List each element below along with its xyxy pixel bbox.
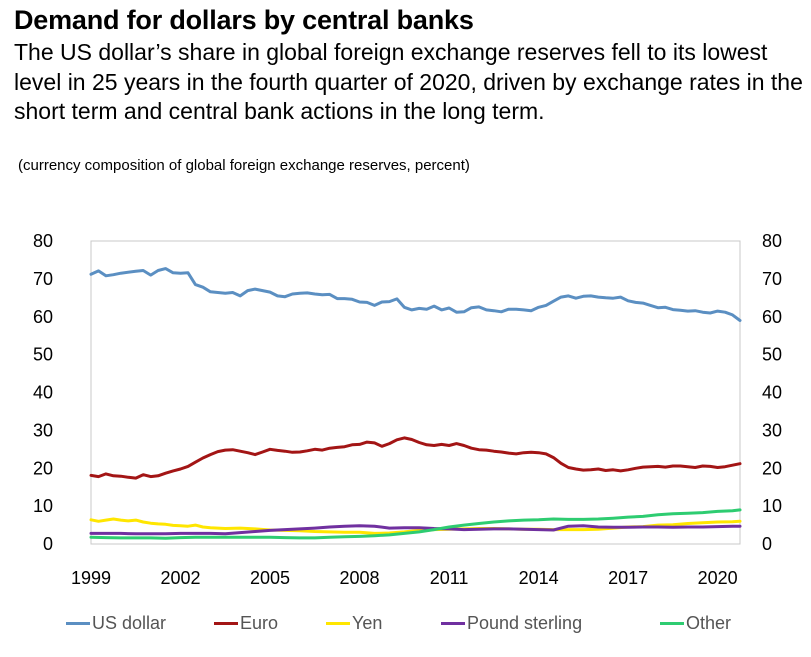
y-tick-left-0: 0	[43, 534, 53, 554]
legend-swatch-us-dollar	[66, 621, 90, 625]
y-tick-left-30: 30	[33, 420, 53, 440]
x-tick-2014: 2014	[519, 568, 559, 588]
y-tick-right-0: 0	[762, 534, 772, 554]
x-tick-1999: 1999	[71, 568, 111, 588]
legend-swatch-yen	[326, 621, 350, 625]
y-tick-left-50: 50	[33, 345, 53, 365]
legend: US dollar Euro Yen Pound sterling Other	[0, 608, 811, 638]
legend-label-euro: Euro	[240, 612, 279, 633]
y-tick-right-10: 10	[762, 496, 782, 516]
y-tick-left-70: 70	[33, 269, 53, 289]
y-tick-right-40: 40	[762, 383, 782, 403]
legend-swatch-euro	[214, 621, 238, 625]
legend-item-euro: Euro	[214, 608, 278, 638]
legend-label-pound-sterling: Pound sterling	[467, 612, 583, 633]
x-tick-2005: 2005	[250, 568, 290, 588]
y-tick-right-20: 20	[762, 458, 782, 478]
x-tick-2008: 2008	[340, 568, 380, 588]
y-tick-right-60: 60	[762, 307, 782, 327]
x-tick-2002: 2002	[160, 568, 200, 588]
legend-swatch-pound-sterling	[441, 621, 465, 625]
chart-note: (currency composition of global foreign …	[18, 157, 470, 174]
legend-item-yen: Yen	[326, 608, 382, 638]
series-line-euro	[89, 436, 742, 480]
y-tick-right-50: 50	[762, 345, 782, 365]
y-tick-left-20: 20	[33, 458, 53, 478]
legend-label-other: Other	[686, 612, 732, 633]
x-tick-2020: 2020	[698, 568, 738, 588]
x-tick-2017: 2017	[608, 568, 648, 588]
legend-item-pound-sterling: Pound sterling	[441, 608, 582, 638]
chart-subtitle: The US dollar’s share in global foreign …	[14, 39, 803, 124]
legend-item-us-dollar: US dollar	[66, 608, 166, 638]
series-layer	[89, 267, 742, 540]
y-tick-left-40: 40	[33, 383, 53, 403]
x-tick-2011: 2011	[430, 568, 469, 588]
legend-item-other: Other	[660, 608, 731, 638]
series-line-us-dollar	[89, 267, 742, 322]
y-tick-left-60: 60	[33, 307, 53, 327]
plot-frame	[90, 240, 741, 545]
legend-swatch-other	[660, 621, 684, 625]
legend-label-yen: Yen	[352, 612, 383, 633]
y-tick-left-10: 10	[33, 496, 53, 516]
y-tick-right-70: 70	[762, 269, 782, 289]
y-tick-right-30: 30	[762, 420, 782, 440]
y-tick-right-80: 80	[762, 231, 782, 251]
chart-title: Demand for dollars by central banks	[14, 5, 474, 35]
legend-label-us-dollar: US dollar	[92, 612, 167, 633]
series-line-pound-sterling	[89, 524, 742, 536]
y-tick-left-80: 80	[33, 231, 53, 251]
series-line-other	[89, 508, 742, 540]
